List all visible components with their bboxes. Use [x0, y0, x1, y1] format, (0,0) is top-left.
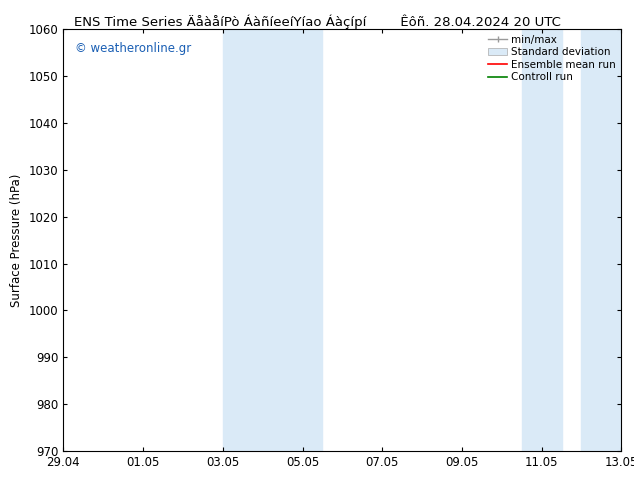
Bar [581, 29, 621, 451]
Text: ENS Time Series ÄåàåíPò ÁàñíeeíYíao Áàçípí        Êôñ. 28.04.2024 20 UTC: ENS Time Series ÄåàåíPò ÁàñíeeíYíao Áàçí… [74, 15, 560, 29]
Y-axis label: Surface Pressure (hPa): Surface Pressure (hPa) [10, 173, 23, 307]
Bar [223, 29, 323, 451]
Bar [522, 29, 562, 451]
Text: © weatheronline.gr: © weatheronline.gr [75, 42, 191, 55]
Legend: min/max, Standard deviation, Ensemble mean run, Controll run: min/max, Standard deviation, Ensemble me… [485, 31, 619, 86]
